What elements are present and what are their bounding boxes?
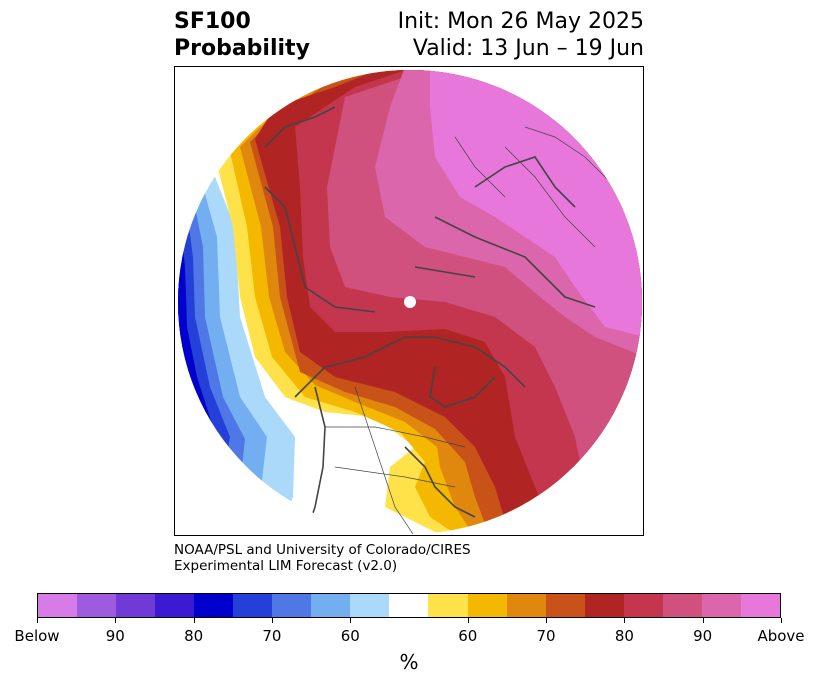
colorbar-tick-label: 60 [458, 627, 478, 645]
colorbar-tick-label: 70 [536, 627, 556, 645]
colorbar-tick-label: Below [14, 627, 60, 645]
colorbar-segment [233, 594, 273, 617]
valid-date: Valid: 13 Jun – 19 Jun [412, 36, 644, 61]
colorbar-segment [389, 594, 429, 617]
map-svg [178, 70, 642, 534]
colorbar-segment [116, 594, 156, 617]
colorbar-segment [155, 594, 195, 617]
colorbar-segment [623, 594, 663, 617]
colorbar-segment [272, 594, 312, 617]
title-probability: Probability [174, 36, 310, 61]
borders [325, 126, 616, 534]
credit-line-2: Experimental LIM Forecast (v2.0) [174, 558, 398, 574]
colorbar-segment [740, 594, 780, 617]
colorbar-tick [271, 618, 273, 623]
forecast-dates: Init: Mon 26 May 2025 Valid: 13 Jun – 19… [398, 8, 644, 62]
colorbar-segment [701, 594, 741, 617]
map-title: SF100 Probability [174, 8, 310, 62]
colorbar-segment [506, 594, 546, 617]
colorbar-tick [467, 618, 469, 623]
probability-field [178, 70, 642, 534]
credit: NOAA/PSL and University of Colorado/CIRE… [174, 542, 471, 574]
colorbar-tick-label: 90 [105, 627, 125, 645]
colorbar-segment [545, 594, 585, 617]
colorbar [37, 593, 781, 618]
colorbar-tick-label: 90 [693, 627, 713, 645]
colorbar-segment [467, 594, 507, 617]
colorbar-tick [702, 618, 704, 623]
forecast-map [174, 66, 644, 536]
colorbar-tick [624, 618, 626, 623]
colorbar-segment [584, 594, 624, 617]
colorbar-segment [38, 594, 78, 617]
colorbar-segment [350, 594, 390, 617]
colorbar-tick-label: 60 [340, 627, 360, 645]
colorbar-segment [194, 594, 234, 617]
colorbar-segment [77, 594, 117, 617]
colorbar-tick [546, 618, 548, 623]
init-date: Init: Mon 26 May 2025 [397, 9, 644, 34]
colorbar-segment [662, 594, 702, 617]
colorbar-tick-label: 80 [184, 627, 204, 645]
colorbar-unit: % [399, 650, 419, 674]
colorbar-tick [37, 618, 38, 623]
colorbar-segment [311, 594, 351, 617]
title-variable: SF100 [174, 9, 251, 34]
colorbar-tick-label: Above [757, 627, 805, 645]
credit-line-1: NOAA/PSL and University of Colorado/CIRE… [174, 542, 471, 558]
colorbar-tick-label: 80 [614, 627, 634, 645]
colorbar-segment [428, 594, 468, 617]
colorbar-tick [781, 618, 782, 623]
colorbar-tick-label: 70 [262, 627, 282, 645]
colorbar-tick [115, 618, 117, 623]
colorbar-tick [193, 618, 195, 623]
colorbar-tick [350, 618, 352, 623]
